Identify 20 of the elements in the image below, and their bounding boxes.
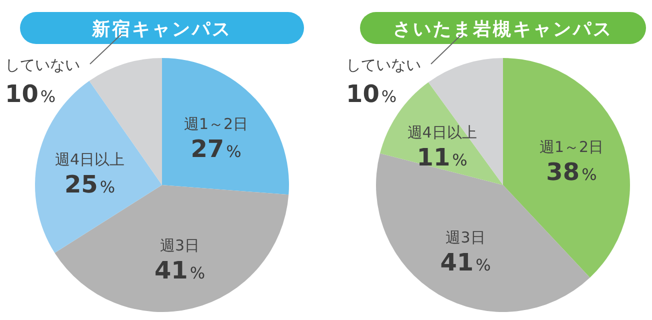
slice-label: 週4日以上 [55, 150, 125, 168]
slice-label: していない [5, 56, 80, 74]
data-label: 10% [5, 80, 56, 108]
slice-label: 週4日以上 [407, 124, 477, 142]
slice-label: 週1～2日 [539, 138, 604, 156]
data-label: 41% [154, 256, 206, 284]
chart-title: 新宿キャンパス [91, 19, 232, 40]
data-label: 11% [416, 144, 468, 172]
data-label: 27% [190, 134, 242, 163]
slice-label: 週3日 [446, 228, 486, 246]
slice-label: していない [346, 56, 421, 74]
chart-title: さいたま岩槻キャンパス [393, 19, 613, 40]
data-label: 41% [440, 248, 491, 276]
data-label: 38% [546, 158, 597, 186]
data-label: 10% [346, 80, 397, 108]
pie-slice [503, 58, 630, 278]
slice-label: 週1～2日 [184, 114, 248, 133]
slice-label: 週3日 [160, 236, 200, 254]
data-label: 25% [64, 170, 116, 198]
pie-slice [162, 58, 289, 195]
